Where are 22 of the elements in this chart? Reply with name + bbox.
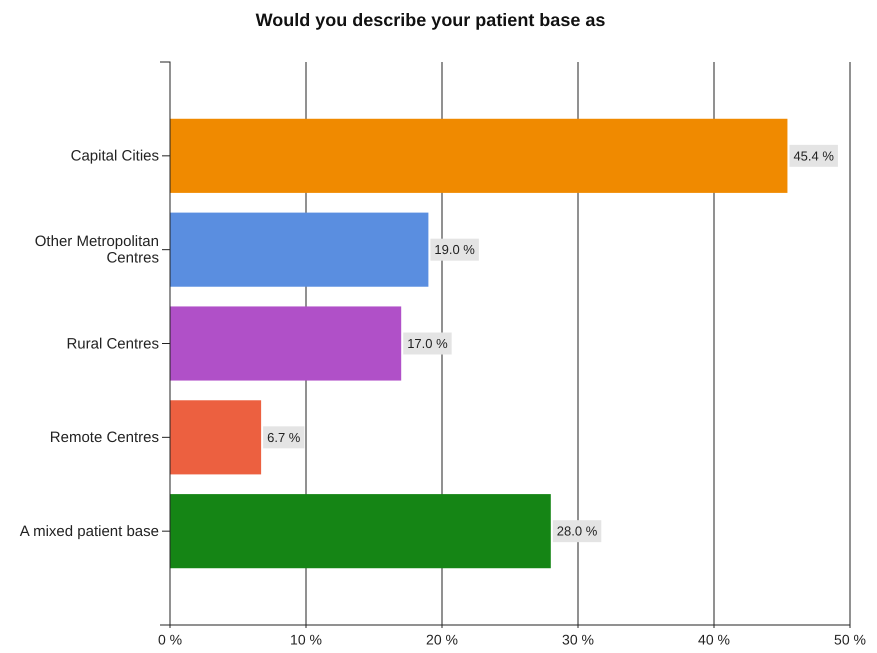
bar [170,400,262,474]
data-label: 28.0 % [556,524,598,539]
y-tick-label: Remote Centres [50,429,159,446]
x-tick-label: 10 % [290,631,322,648]
y-tick-label: Other Metropolitan Centres [34,233,159,267]
chart-title: Would you describe your patient base as [256,10,606,30]
x-tick-label: 30 % [562,631,594,648]
bar [170,118,788,193]
x-tick-label: 0 % [158,631,182,648]
data-label: 45.4 % [793,148,834,164]
data-label: 17.0 % [407,336,448,352]
x-tick-label: 50 % [834,631,866,648]
y-tick-label: Rural Centres [66,335,159,352]
y-tick-label: A mixed patient base [20,522,159,540]
x-tick-label: 40 % [698,631,730,648]
data-label: 6.7 % [267,430,301,445]
x-tick-label: 20 % [426,631,458,648]
bar [170,494,551,568]
y-tick-label: Capital Cities [70,148,159,165]
bar [170,212,428,287]
bar [170,306,402,381]
data-label: 19.0 % [434,242,476,258]
